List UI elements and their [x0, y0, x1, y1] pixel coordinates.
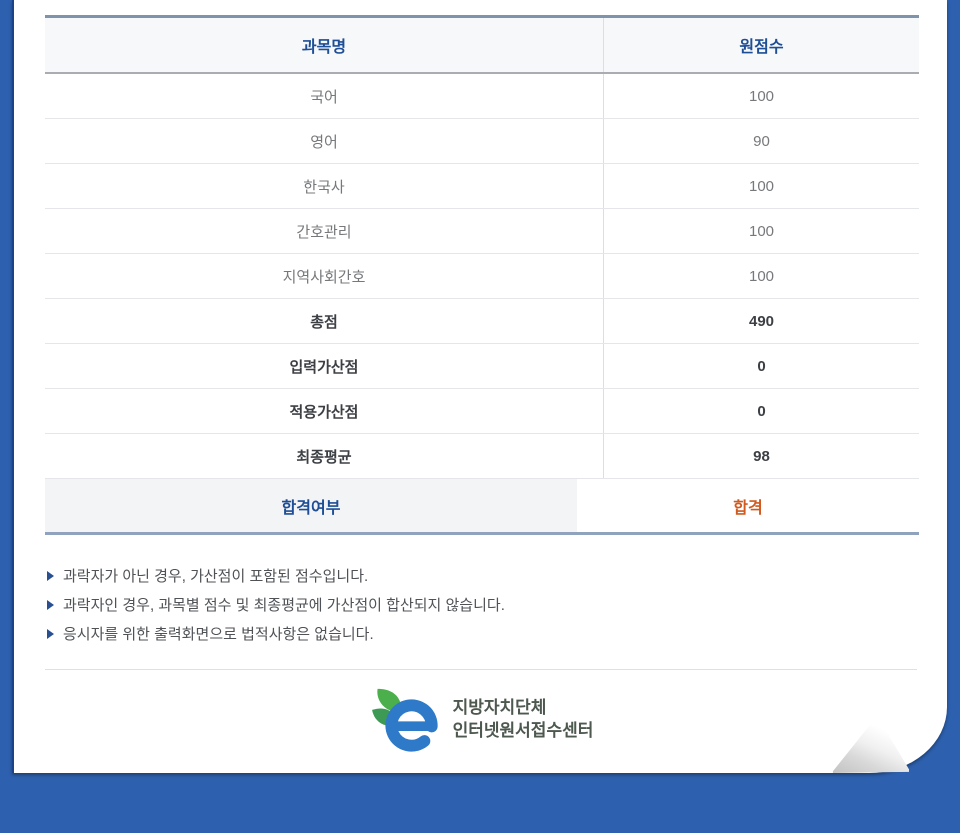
table-row-input-bonus: 입력가산점 0 — [45, 344, 919, 389]
pass-status-label: 합격여부 — [45, 479, 577, 532]
subject-name: 영어 — [45, 119, 604, 163]
subject-name: 한국사 — [45, 164, 604, 208]
table-row-korean: 국어 100 — [45, 74, 919, 119]
note-text: 과락자인 경우, 과목별 점수 및 최종평균에 가산점이 합산되지 않습니다. — [63, 597, 505, 614]
table-row-final-average: 최종평균 98 — [45, 434, 919, 479]
table-row-total: 총점 490 — [45, 299, 919, 344]
summary-value: 0 — [757, 402, 766, 420]
subject-name: 국어 — [45, 74, 604, 118]
e-leaf-logo-icon — [371, 688, 438, 752]
column-header-score: 원점수 — [739, 39, 784, 56]
subject-score: 100 — [748, 177, 775, 195]
subject-name: 지역사회간호 — [45, 254, 604, 298]
summary-value: 490 — [748, 312, 775, 330]
subject-name: 간호관리 — [45, 209, 604, 253]
logo-wordmark: 지방자치단체 인터넷원서접수센터 — [453, 697, 594, 743]
subject-score: 90 — [753, 132, 770, 150]
table-row-community-nursing: 지역사회간호 100 — [45, 254, 919, 299]
subject-score: 100 — [748, 267, 775, 285]
summary-value: 98 — [753, 447, 770, 465]
score-report-card: 과목명 원점수 국어 100 영어 90 한국사 100 간호관리 100 지역… — [12, 0, 947, 773]
summary-label: 최종평균 — [45, 434, 604, 478]
triangle-bullet-icon — [47, 571, 54, 581]
table-header-row: 과목명 원점수 — [45, 18, 919, 74]
score-table: 과목명 원점수 국어 100 영어 90 한국사 100 간호관리 100 지역… — [45, 15, 919, 535]
table-row-nursing-management: 간호관리 100 — [45, 209, 919, 254]
logo-line1: 지방자치단체 — [452, 698, 547, 718]
summary-value: 0 — [757, 357, 766, 375]
summary-label: 적용가산점 — [45, 389, 604, 433]
notes-section: 과락자가 아닌 경우, 가산점이 포함된 점수입니다. 과락자인 경우, 과목별… — [45, 561, 916, 648]
table-row-korean-history: 한국사 100 — [45, 164, 919, 209]
table-row-english: 영어 90 — [45, 119, 919, 164]
note-text: 과락자가 아닌 경우, 가산점이 포함된 점수입니다. — [63, 568, 369, 585]
triangle-bullet-icon — [47, 600, 54, 610]
subject-score: 100 — [748, 87, 775, 105]
logo-line2: 인터넷원서접수센터 — [452, 721, 594, 740]
triangle-bullet-icon — [47, 629, 54, 639]
summary-label: 총점 — [45, 299, 604, 343]
table-row-applied-bonus: 적용가산점 0 — [45, 389, 919, 434]
pass-status-row: 합격여부 합격 — [45, 479, 919, 535]
note-line: 응시자를 위한 출력화면으로 법적사항은 없습니다. — [45, 619, 916, 648]
footer-logo: 지방자치단체 인터넷원서접수센터 — [14, 687, 947, 753]
summary-label: 입력가산점 — [45, 344, 604, 388]
subject-score: 100 — [748, 222, 775, 240]
pass-status-value: 합격 — [733, 499, 763, 517]
note-line: 과락자가 아닌 경우, 가산점이 포함된 점수입니다. — [45, 561, 916, 590]
column-header-subject: 과목명 — [45, 18, 604, 72]
note-line: 과락자인 경우, 과목별 점수 및 최종평균에 가산점이 합산되지 않습니다. — [45, 590, 916, 619]
note-text: 응시자를 위한 출력화면으로 법적사항은 없습니다. — [63, 626, 374, 643]
footer-divider — [45, 669, 917, 670]
